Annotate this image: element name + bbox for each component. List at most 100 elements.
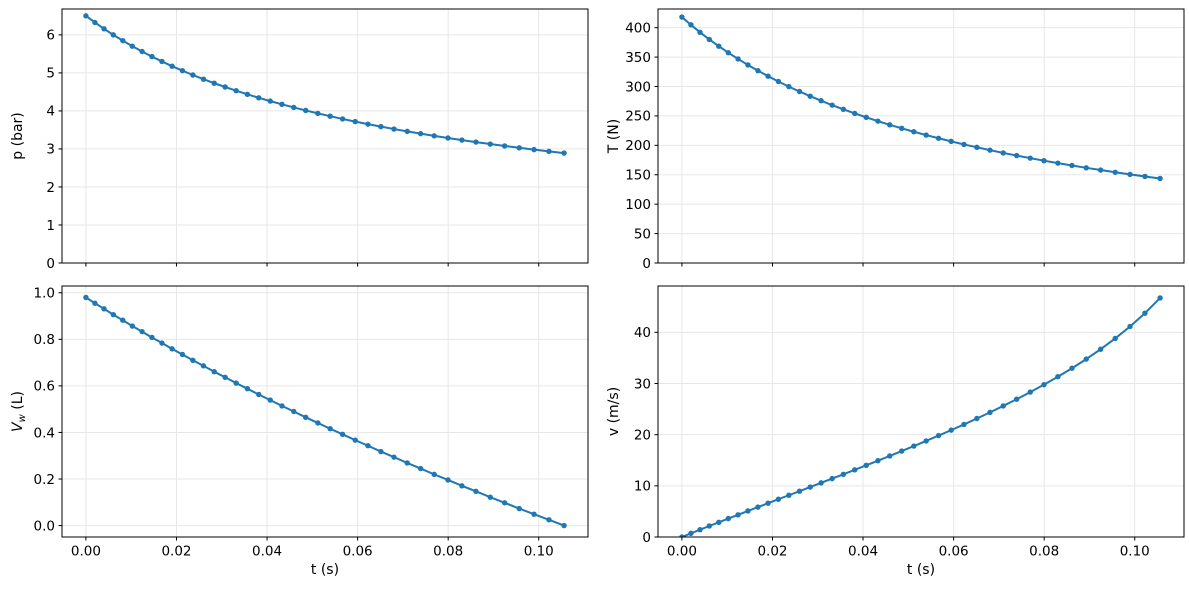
- data-point-marker: [159, 58, 165, 65]
- data-point-marker: [487, 494, 493, 500]
- x-tick-label: 0.10: [524, 544, 554, 560]
- y-tick-label: 350: [625, 50, 651, 66]
- data-point-marker: [697, 29, 703, 35]
- data-point-marker: [735, 512, 741, 518]
- data-point-marker: [169, 63, 175, 69]
- data-point-marker: [875, 457, 881, 464]
- y-tick-label: 0.2: [34, 472, 55, 488]
- data-point-marker: [315, 110, 321, 117]
- data-point-marker: [200, 76, 207, 82]
- axes-spines: [61, 8, 589, 264]
- data-series: [679, 295, 1163, 537]
- data-point-marker: [923, 438, 929, 444]
- data-point-marker: [735, 56, 741, 62]
- y-tick-label: 0.0: [34, 518, 55, 534]
- data-point-marker: [256, 391, 262, 398]
- tick-marks: [58, 292, 540, 541]
- data-point-marker: [531, 511, 537, 517]
- gridlines: [62, 9, 588, 264]
- x-axis-label: t (s): [311, 562, 339, 578]
- data-point-marker: [417, 465, 424, 472]
- y-axis-label: v (m/s): [606, 387, 622, 436]
- data-point-marker: [1041, 381, 1047, 388]
- data-point-marker: [129, 43, 136, 49]
- data-point-marker: [688, 22, 694, 28]
- data-point-marker: [487, 141, 493, 147]
- x-tick-label: 0.08: [1029, 544, 1059, 560]
- data-point-marker: [1013, 152, 1020, 159]
- data-point-marker: [327, 113, 333, 119]
- data-point-marker: [775, 496, 782, 502]
- data-point-marker: [796, 488, 803, 494]
- data-point-marker: [244, 385, 251, 392]
- data-point-marker: [1000, 403, 1006, 409]
- data-point-marker: [473, 139, 479, 145]
- x-tick-label: 0.00: [667, 544, 697, 560]
- data-point-marker: [459, 137, 465, 143]
- data-point-marker: [1055, 160, 1061, 166]
- data-point-marker: [875, 118, 881, 124]
- axes-spines: [657, 285, 1185, 538]
- data-point-marker: [1055, 374, 1061, 380]
- data-point-marker: [911, 443, 917, 449]
- data-point-marker: [974, 144, 980, 151]
- data-point-marker: [516, 145, 522, 151]
- data-point-marker: [1157, 295, 1163, 301]
- x-tick-label: 0.10: [1120, 544, 1150, 560]
- y-tick-label: 0: [642, 530, 651, 546]
- x-tick-label: 0.08: [433, 544, 463, 560]
- y-tick-label: 0: [46, 256, 55, 272]
- data-point-marker: [378, 448, 384, 455]
- data-point-marker: [688, 530, 694, 537]
- panel-velocity: 0.00 0.02 0.04 0.06 0.08 0.10 0 10 20 30 40 v (m/s)…: [606, 285, 1185, 578]
- data-point-marker: [222, 374, 228, 380]
- data-point-marker: [365, 121, 371, 127]
- data-point-marker: [391, 126, 397, 132]
- data-point-marker: [149, 53, 155, 60]
- data-point-marker: [561, 522, 567, 529]
- data-point-marker: [459, 483, 465, 489]
- data-point-marker: [840, 106, 847, 113]
- data-point-marker: [139, 48, 145, 55]
- data-point-marker: [267, 98, 273, 104]
- data-point-marker: [1083, 356, 1089, 362]
- data-point-marker: [139, 328, 145, 335]
- data-series-line: [84, 296, 566, 527]
- data-point-marker: [200, 363, 207, 369]
- data-point-marker: [765, 73, 771, 79]
- data-point-marker: [1069, 365, 1075, 371]
- data-point-marker: [679, 534, 685, 537]
- data-point-marker: [911, 129, 917, 135]
- data-point-marker: [339, 431, 346, 438]
- data-point-marker: [244, 91, 251, 98]
- data-point-marker: [211, 80, 217, 86]
- data-point-marker: [987, 409, 993, 416]
- data-point-marker: [987, 147, 993, 153]
- axes-spines: [657, 8, 1185, 264]
- y-tick-label: 30: [634, 376, 651, 392]
- data-point-marker: [190, 357, 196, 363]
- data-point-marker: [899, 125, 905, 132]
- data-point-marker: [697, 526, 703, 533]
- data-point-marker: [352, 118, 358, 125]
- panel-thrust: 0 50 100 150 200 250 300 350 400 T (N): [606, 8, 1185, 272]
- data-point-marker: [1157, 175, 1163, 182]
- data-point-marker: [745, 508, 751, 514]
- y-tick-label: 20: [634, 427, 651, 443]
- data-point-marker: [431, 133, 437, 139]
- y-tick-label: 4: [46, 104, 55, 120]
- data-point-marker: [546, 517, 552, 523]
- data-point-marker: [852, 467, 858, 473]
- data-point-marker: [923, 132, 929, 138]
- data-point-marker: [378, 123, 384, 130]
- data-point-marker: [561, 150, 567, 156]
- data-point-marker: [101, 306, 107, 312]
- y-tick-label: 1: [46, 218, 55, 234]
- y-tick-label: 0: [642, 256, 651, 272]
- data-point-marker: [233, 380, 239, 386]
- data-point-marker: [404, 128, 410, 135]
- x-axis-label: t (s): [907, 562, 935, 578]
- x-tick-label: 0.00: [71, 544, 101, 560]
- y-tick-label: 150: [625, 168, 651, 184]
